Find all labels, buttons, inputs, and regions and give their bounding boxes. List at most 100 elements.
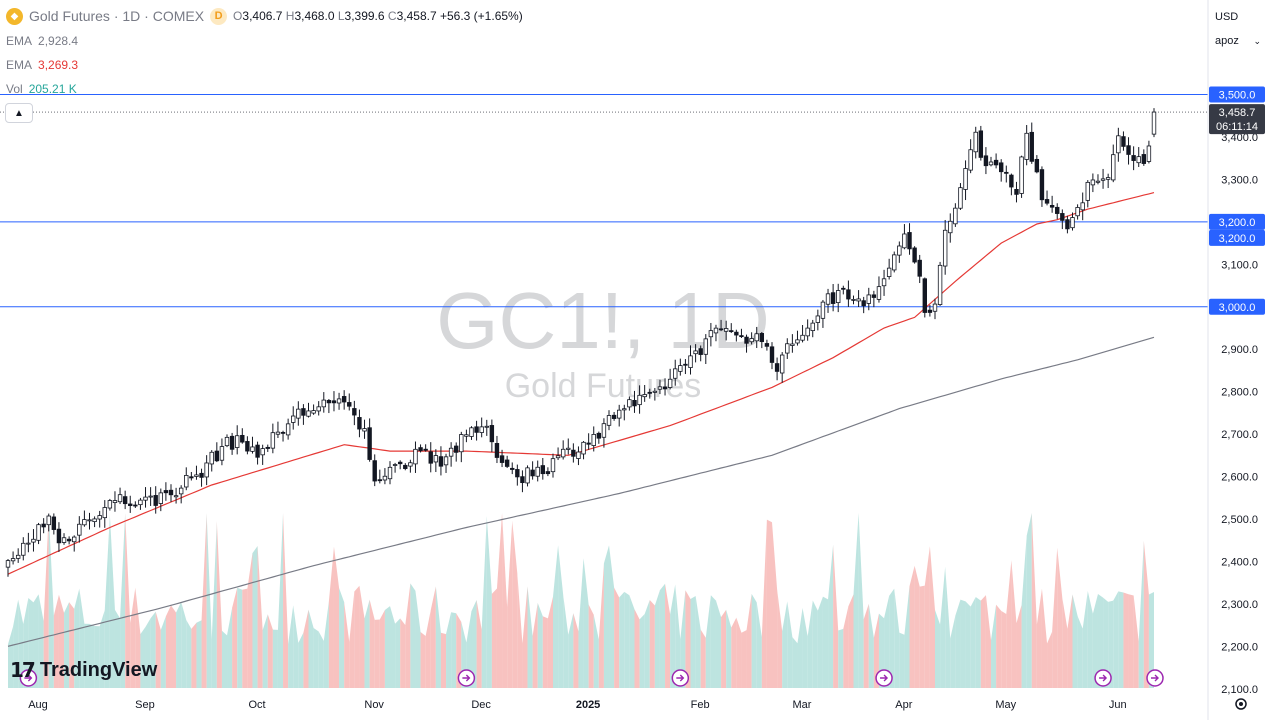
candle [1009,173,1014,196]
volume-bar [344,602,350,688]
volume-bar [420,632,426,688]
candle [581,441,586,460]
candle [937,261,943,306]
volume-bar [425,610,431,688]
candle [555,447,561,461]
settings-gear-icon[interactable] [1235,698,1247,710]
candle [841,285,846,295]
indicator-ema-fast[interactable]: EMA 3,269.3 [6,57,78,73]
collapse-legend-button[interactable]: ▲ [5,103,33,123]
y-tick-label: 2,400.0 [1221,556,1258,568]
candle [525,465,530,487]
x-tick-label: 2025 [576,699,600,711]
candle [138,497,143,510]
volume-bar [766,519,772,688]
volume-bar [227,607,233,688]
candle [82,510,87,527]
candle [836,283,841,313]
volume-bar [914,565,920,688]
volume-bar [573,613,579,688]
candle [499,449,505,468]
candle [77,516,82,543]
volume-bar [277,513,284,688]
candle [270,423,276,454]
volume-bar [1036,588,1042,688]
volume-bar [349,591,355,688]
volume-bar [1133,595,1139,688]
candle [632,390,637,413]
candle [311,404,316,415]
candle [122,490,128,510]
event-arrow-icon [1094,669,1112,687]
volume-bar [603,545,610,688]
volume-bar [945,566,951,688]
candle [454,442,459,462]
volume-bar [33,594,39,688]
y-tick-label: 3,300.0 [1221,174,1258,186]
interval-badge[interactable]: D [210,7,228,25]
candle [382,468,388,485]
candle [184,467,189,491]
candle [428,442,433,473]
candle [520,470,525,493]
volume-bar [384,606,390,688]
x-tick-label: May [995,699,1016,711]
scale-mode-label: apoz [1215,35,1239,47]
candle [988,156,994,167]
candle [464,429,469,443]
volume-bar [456,613,462,688]
candle [999,159,1004,182]
candle [1116,127,1121,162]
indicator-ema-slow[interactable]: EMA 2,928.4 [6,33,78,49]
volume-bar [272,629,278,688]
tradingview-branding[interactable]: 17 TradingView [10,658,157,682]
candle [942,219,948,275]
time-axis[interactable]: Aug Sep Oct Nov Dec 2025 Feb Mar Apr May Jun [28,699,1126,711]
candle [143,487,148,508]
volume-bar [522,586,528,688]
candle [280,430,286,442]
volume-bar [502,513,508,688]
y-tick-label: 2,500.0 [1221,514,1258,526]
symbol-title[interactable]: Gold Futures · 1D · COMEX [29,8,205,24]
candle [479,417,484,438]
volume-bar [232,587,238,688]
candle [764,339,770,351]
candle [26,532,31,553]
volume-bar [787,601,793,688]
indicator-volume[interactable]: Vol 205.21 K [6,81,77,97]
price-axis[interactable]: 2,100.0 2,200.0 2,300.0 2,400.0 2,500.0 2,600… [1209,86,1265,696]
candle [10,551,16,565]
volume-bar [390,606,396,688]
candle [698,345,703,362]
volume-bar [996,604,1002,688]
candle [326,399,332,414]
candle [856,290,861,308]
currency-button[interactable]: USD [1209,6,1267,28]
volume-bar [598,563,604,688]
volume-bar [165,605,171,688]
horizontal-levels [0,94,1208,308]
candle [617,404,622,427]
candle [673,359,678,386]
high-value: 3,468.0 [294,9,335,23]
volume-bar [1092,594,1098,688]
volume-bar [649,600,655,688]
volume-bar [828,544,834,688]
volume-bar [69,602,75,688]
volume-bar [237,587,243,688]
candle [861,296,866,314]
y-tick-label: 2,600.0 [1221,472,1258,484]
scale-mode-dropdown[interactable]: apoz ⌄ [1209,30,1267,52]
volume-bar [639,613,645,688]
candle [51,513,57,535]
candle [504,455,510,469]
volume-bar [415,590,421,688]
candle [301,404,306,425]
volume-bar [379,610,385,688]
candle [744,334,749,353]
y-tick-label: 3,400.0 [1221,132,1258,144]
candle [56,522,62,552]
candle [1095,174,1101,185]
